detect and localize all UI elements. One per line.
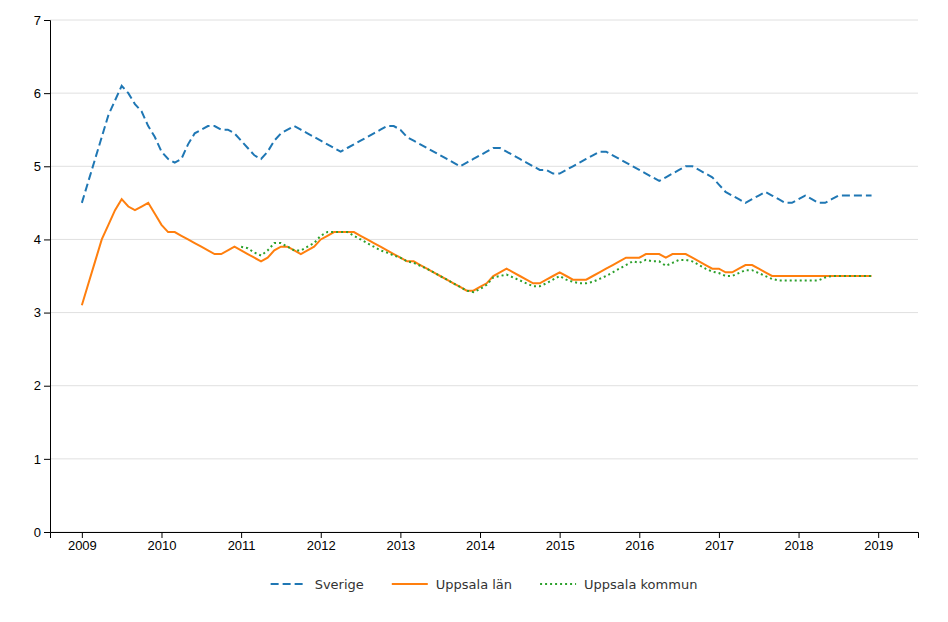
tick-label: 2019 [864,538,893,553]
tick-label: 6 [34,86,41,101]
legend-swatch [271,583,307,585]
y-axis: 0 1 2 3 4 5 6 7 [34,13,51,540]
tick-mark [161,532,162,538]
tick-label: 2010 [148,538,177,553]
tick: 2014 [466,532,495,553]
lines [82,86,872,305]
axis-line [51,533,919,539]
chart: 2009201020112012201320142015201620172018… [0,0,948,622]
tick-mark [44,459,50,460]
tick: 2009 [68,532,97,553]
tick-mark [639,532,640,538]
tick-label: 4 [34,232,41,247]
tick: 2019 [864,532,893,553]
tick: 6 [34,86,50,101]
legend-label: Uppsala kommun [584,577,697,592]
series-line [241,232,871,292]
tick-mark [82,532,83,538]
x-axis: 2009 2010 2011 2012 2013 2014 2015 2016 2017 2018… [51,532,919,553]
axis-line [44,21,51,533]
grid-line [50,385,918,386]
tick-label: 2013 [386,538,415,553]
grid-line [50,93,918,94]
tick-label: 5 [34,159,41,174]
grid-line [50,166,918,167]
tick-mark [44,532,50,533]
tick-label: 2012 [307,538,336,553]
tick-mark [560,532,561,538]
grid-line [50,312,918,313]
tick-mark [44,239,50,240]
tick: 4 [34,232,50,247]
tick: 2017 [705,532,734,553]
legend-label: Sverige [315,577,364,592]
tick-mark [719,532,720,538]
tick-label: 3 [34,305,41,320]
legend-label: Uppsala län [436,577,512,592]
tick: 2010 [148,532,177,553]
tick-label: 2018 [785,538,814,553]
tick: 2016 [625,532,654,553]
tick-mark [321,532,322,538]
tick-label: 2015 [546,538,575,553]
tick-label: 7 [34,13,41,28]
tick-label: 2014 [466,538,495,553]
series-line [82,86,872,203]
tick: 2012 [307,532,336,553]
tick-label: 2011 [228,538,256,553]
legend-swatch [540,583,576,585]
tick-mark [44,313,50,314]
legend: Sverige Uppsala län Uppsala kommun [271,577,698,592]
tick: 5 [34,159,50,174]
tick: 2011 [228,532,256,553]
tick-mark [44,20,50,21]
tick: 2013 [386,532,415,553]
grid-line [50,239,918,240]
tick-mark [44,386,50,387]
tick: 2 [34,378,50,393]
tick-label: 0 [34,525,41,540]
plot-area: 2009201020112012201320142015201620172018… [34,13,919,554]
tick-mark [878,532,879,538]
tick-label: 1 [34,452,41,467]
legend-item: Uppsala kommun [540,577,697,592]
tick: 3 [34,305,50,320]
tick-label: 2009 [68,538,97,553]
tick-mark [799,532,800,538]
tick: 2015 [546,532,575,553]
tick-mark [480,532,481,538]
grid-line [50,458,918,459]
grid [50,20,918,532]
tick-mark [44,93,50,94]
legend-item: Sverige [271,577,364,592]
tick: 1 [34,452,50,467]
legend-item: Uppsala län [392,577,512,592]
tick: 7 [34,13,50,28]
tick-label: 2 [34,378,41,393]
grid-line [50,20,918,21]
tick-label: 2017 [705,538,734,553]
tick-mark [241,532,242,538]
tick-mark [400,532,401,538]
tick: 2018 [785,532,814,553]
series-line [82,199,872,305]
tick-label: 2016 [625,538,654,553]
tick-mark [44,166,50,167]
tick: 0 [34,525,50,540]
legend-swatch [392,583,428,585]
